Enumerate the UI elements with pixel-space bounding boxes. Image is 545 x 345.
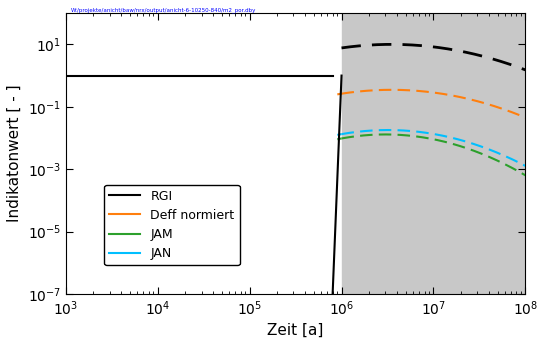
- Legend: RGI, Deff normiert, JAM, JAN: RGI, Deff normiert, JAM, JAN: [104, 185, 239, 265]
- Text: W:/projekte/anicht/baw/nrx/output/anicht-6-10250-840/m2_por.dby: W:/projekte/anicht/baw/nrx/output/anicht…: [70, 7, 256, 13]
- Bar: [342, 13, 526, 294]
- X-axis label: Zeit [a]: Zeit [a]: [268, 323, 324, 338]
- Y-axis label: Indikatonwert [ - ]: Indikatonwert [ - ]: [7, 85, 22, 223]
